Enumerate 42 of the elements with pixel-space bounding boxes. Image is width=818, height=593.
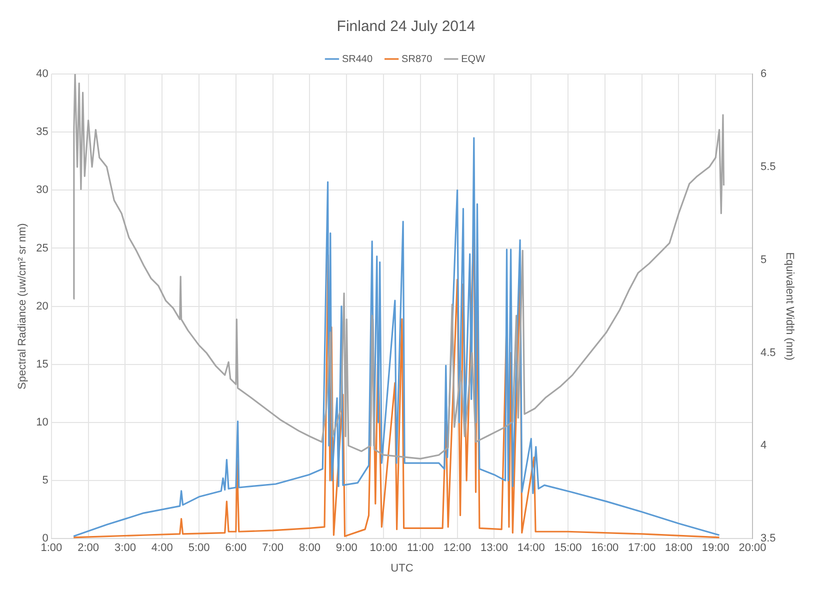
x-tick-label: 4:00 <box>151 542 173 554</box>
x-tick-label: 16:00 <box>591 542 619 554</box>
x-tick-label: 10:00 <box>370 542 398 554</box>
x-tick-label: 14:00 <box>517 542 545 554</box>
y-tick-label: 0 <box>42 532 48 545</box>
x-tick-label: 9:00 <box>336 542 358 554</box>
x-tick-label: 15:00 <box>554 542 582 554</box>
y2-axis-title: Equivalent Width (nm) <box>783 252 796 360</box>
x-tick-label: 2:00 <box>78 542 100 554</box>
x-tick-label: 5:00 <box>188 542 210 554</box>
y-tick-label: 15 <box>36 358 48 370</box>
chart-title: Finland 24 July 2014 <box>336 18 476 36</box>
y-tick-label: 25 <box>36 242 48 254</box>
x-tick-label: 6:00 <box>225 542 247 554</box>
x-tick-label: 11:00 <box>407 542 434 554</box>
legend-label: SR870 <box>402 54 433 65</box>
y-tick-label: 20 <box>36 300 48 312</box>
x-tick-label: 1:00 <box>40 542 62 554</box>
x-tick-label: 17:00 <box>628 542 656 554</box>
x-tick-label: 8:00 <box>299 542 320 554</box>
x-axis-title: UTC <box>390 562 414 574</box>
y-tick-label: 10 <box>36 416 48 428</box>
y2-tick-label: 6 <box>760 68 767 80</box>
x-tick-label: 7:00 <box>262 542 284 554</box>
y2-tick-label: 4.5 <box>760 346 776 359</box>
x-tick-label: 20:00 <box>738 542 766 554</box>
legend-label: SR440 <box>342 54 373 65</box>
x-tick-label: 18:00 <box>664 542 692 554</box>
y-tick-label: 30 <box>36 184 48 196</box>
x-tick-label: 3:00 <box>114 542 136 554</box>
x-tick-label: 13:00 <box>480 542 508 554</box>
y2-tick-label: 5.5 <box>760 160 776 173</box>
x-tick-label: 19:00 <box>702 542 730 554</box>
y2-tick-label: 5 <box>760 254 767 266</box>
x-tick-label: 12:00 <box>444 542 472 554</box>
y-tick-label: 5 <box>42 474 48 487</box>
y-axis-title: Spectral Radiance (uw/cm² sr nm) <box>16 223 29 390</box>
legend-label: EQW <box>461 54 486 65</box>
y2-tick-label: 4 <box>760 440 767 452</box>
y-tick-label: 40 <box>36 68 48 80</box>
y2-tick-label: 3.5 <box>760 532 776 545</box>
y-tick-label: 35 <box>36 126 48 138</box>
